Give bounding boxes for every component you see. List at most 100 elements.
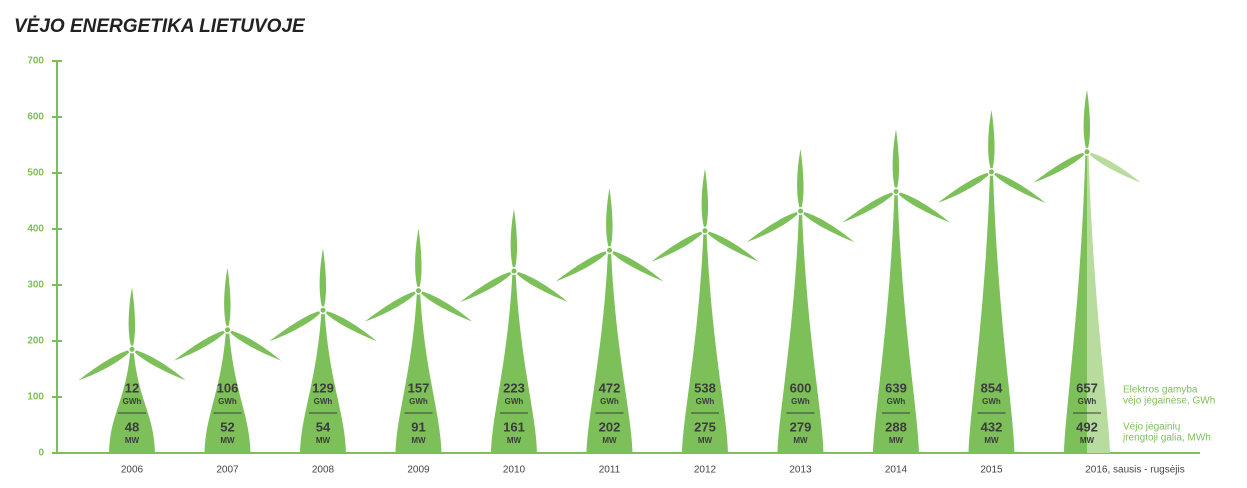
turbine-blade [224,267,231,330]
chart-title: VĖJO ENERGETIKA LIETUVOJE [14,16,306,37]
turbine-blade [896,191,950,223]
generation-unit: GWh [887,397,906,406]
y-tick-label: 600 [27,112,44,123]
turbine [460,209,568,453]
turbine-blade [797,149,804,212]
y-tick-label: 500 [27,168,44,179]
turbine-blade [173,329,228,361]
capacity-unit: MW [220,436,235,445]
turbine-blade [988,109,995,172]
turbine-hub-inner [320,307,326,313]
capacity-label: 161 [503,419,525,434]
x-tick-label: 2013 [789,465,812,476]
turbine-hub-inner [1084,149,1090,155]
capacity-label: 202 [599,419,621,434]
turbine-hub-inner [702,228,708,234]
turbine-blade [510,209,517,271]
turbine [842,129,950,454]
turbine-blade [705,230,759,262]
turbine-blade [1033,151,1087,183]
x-tick-label: 2011 [599,465,621,476]
generation-label: 657 [1076,380,1098,395]
capacity-label: 288 [885,419,907,434]
legend-text: įrengtoji galia, MWh [1123,433,1211,444]
generation-unit: GWh [409,397,428,406]
turbine [364,228,473,453]
generation-unit: GWh [791,397,810,406]
turbine [746,149,855,453]
turbine-tower [300,310,346,453]
x-tick-label: 2009 [407,465,430,476]
y-tick-label: 200 [27,336,44,347]
x-tick-label: 2010 [503,465,526,476]
y-tick-label: 400 [27,224,44,235]
turbine-blade [937,171,992,203]
turbine-blade [78,349,132,381]
turbine-blade [418,290,473,322]
turbine-blade [128,287,135,350]
generation-unit: GWh [600,397,619,406]
generation-unit: GWh [982,397,1001,406]
y-tick-label: 700 [27,56,44,67]
x-tick-label: 2015 [980,465,1003,476]
y-tick-label: 0 [38,448,44,459]
generation-unit: GWh [123,397,142,406]
turbine-hub-inner [225,327,230,333]
turbine-blade [323,310,377,342]
x-tick-label: 2006 [121,465,144,476]
turbine-hub-inner [798,208,803,214]
generation-unit: GWh [505,397,524,406]
generation-label: 854 [981,380,1003,395]
turbine-blade [842,191,896,223]
turbine [1033,89,1141,453]
turbine [269,248,377,453]
generation-label: 472 [599,380,621,395]
turbine-tower [204,329,251,453]
legend-text: Elektros gamyba [1123,385,1198,396]
turbine-hub-inner [511,268,517,274]
turbine-blade [651,230,705,262]
capacity-unit: MW [602,436,617,445]
capacity-unit: MW [316,436,331,445]
turbine [78,287,186,453]
capacity-unit: MW [411,436,426,445]
turbine-tower [682,230,728,453]
capacity-unit: MW [984,436,999,445]
turbine-blade [609,250,664,282]
capacity-unit: MW [1080,436,1095,445]
x-tick-label: 2007 [216,465,239,476]
y-tick-label: 300 [27,280,44,291]
turbine-hub-inner [416,288,421,294]
turbine-blade [415,228,422,291]
legend-text: Vėjo jėgainių [1123,422,1181,433]
capacity-label: 91 [411,419,425,434]
generation-label: 12 [125,380,139,395]
capacity-label: 492 [1076,419,1098,434]
generation-label: 106 [217,380,239,395]
capacity-label: 279 [790,419,812,434]
capacity-label: 275 [694,419,716,434]
turbine-tower [873,191,919,454]
turbine-blade [991,171,1046,203]
y-tick-label: 100 [27,392,44,403]
generation-unit: GWh [314,397,333,406]
turbine-blade [460,271,514,302]
turbine [651,168,759,453]
turbine-blade [269,310,323,342]
turbine-blade [1083,89,1090,152]
turbine-blade [746,211,801,243]
turbine-blade [1087,151,1141,183]
capacity-unit: MW [125,436,140,445]
generation-label: 538 [694,380,716,395]
capacity-label: 54 [316,419,331,434]
turbine-tower [777,211,824,453]
x-tick-label: 2012 [694,465,717,476]
capacity-unit: MW [793,436,808,445]
turbine-blade [132,349,186,381]
turbine-tower [491,271,537,453]
capacity-label: 48 [125,419,139,434]
generation-label: 129 [312,380,334,395]
generation-unit: GWh [696,397,715,406]
capacity-label: 432 [981,419,1003,434]
